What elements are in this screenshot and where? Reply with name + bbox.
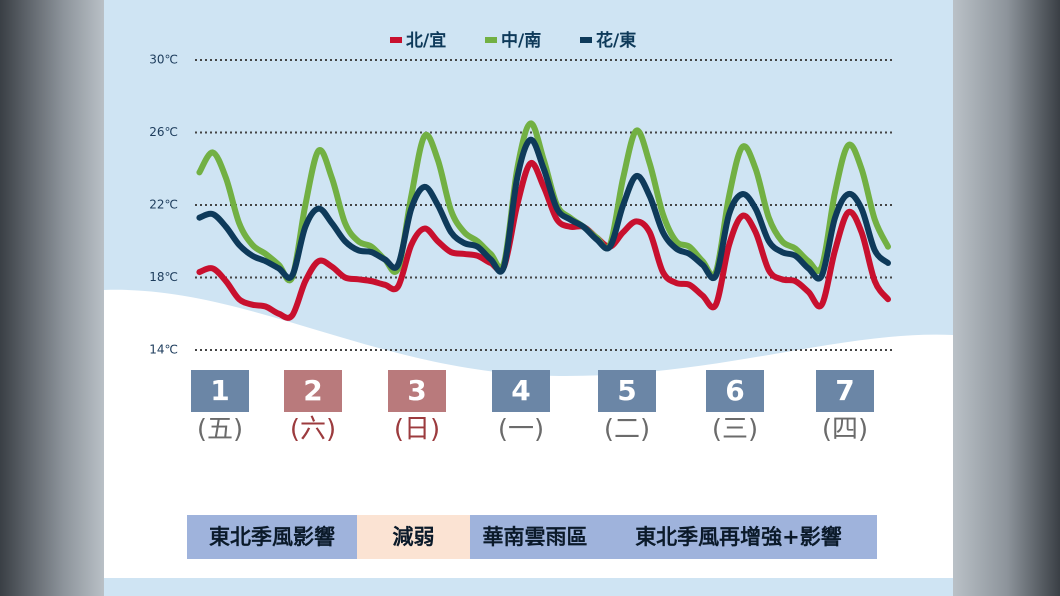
day-box — [191, 370, 249, 412]
legend-swatch — [390, 37, 402, 43]
wave — [104, 289, 953, 578]
weekday: (二) — [604, 415, 650, 445]
legend-swatch — [580, 37, 592, 43]
weekday: (三) — [712, 415, 758, 445]
y-tick-label: 22℃ — [149, 198, 178, 212]
day-number: 6 — [725, 374, 744, 407]
series-line — [196, 136, 891, 282]
phase-box — [470, 515, 600, 559]
y-tick-label: 18℃ — [149, 270, 178, 284]
legend-label: 花/東 — [596, 30, 636, 51]
y-tick-label: 26℃ — [149, 125, 178, 139]
day-box — [492, 370, 550, 412]
day-box — [816, 370, 874, 412]
day-box — [706, 370, 764, 412]
weekday: (五) — [197, 415, 243, 445]
phase-box — [600, 515, 877, 559]
day-box — [598, 370, 656, 412]
day-number: 4 — [511, 374, 530, 407]
day-number: 7 — [835, 374, 854, 407]
phase-box — [187, 515, 357, 559]
weekday: (四) — [822, 415, 868, 445]
day-number: 2 — [303, 374, 322, 407]
weekday: (六) — [290, 415, 336, 445]
day-box — [388, 370, 446, 412]
phase-label: 減弱 — [393, 525, 435, 549]
day-number: 1 — [210, 374, 229, 407]
day-number: 3 — [407, 374, 426, 407]
legend-label: 中/南 — [501, 30, 541, 51]
phase-label: 東北季風再增強+影響 — [635, 525, 842, 549]
phase-label: 華南雲雨區 — [483, 525, 588, 549]
weekday: (一) — [498, 415, 544, 445]
series-line — [196, 160, 891, 321]
legend-label: 北/宜 — [406, 30, 446, 51]
day-box — [284, 370, 342, 412]
phase-box — [357, 515, 470, 559]
legend-swatch — [485, 37, 497, 43]
day-number: 5 — [617, 374, 636, 407]
weekday: (日) — [394, 415, 440, 445]
y-tick-label: 30℃ — [149, 53, 178, 67]
phase-label: 東北季風影響 — [209, 525, 335, 549]
y-tick-label: 14℃ — [149, 343, 178, 357]
